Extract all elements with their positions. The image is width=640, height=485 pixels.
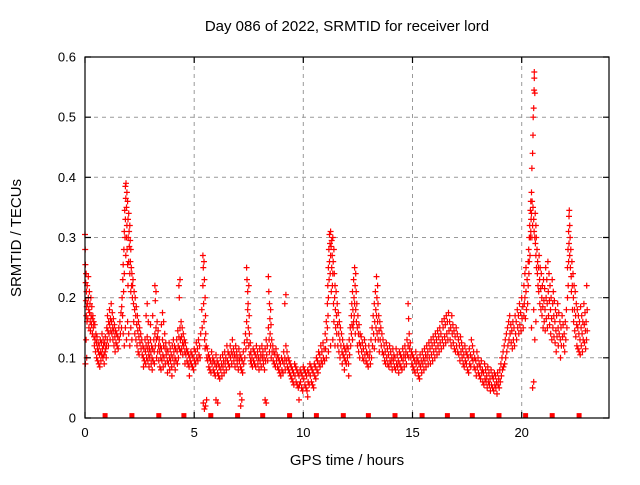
segment-marker-square (287, 413, 293, 419)
x-tick-label: 20 (514, 425, 528, 440)
segment-marker-square (576, 413, 582, 419)
segment-marker-square (444, 413, 450, 419)
x-tick-label: 0 (81, 425, 88, 440)
segment-marker-square (129, 413, 135, 419)
segment-marker-square (156, 413, 162, 419)
x-tick-label: 10 (296, 425, 310, 440)
grid-lines (86, 58, 608, 417)
y-tick-label: 0.6 (58, 50, 76, 65)
segment-marker-square (235, 413, 241, 419)
y-tick-label: 0 (69, 411, 76, 426)
segment-marker-square (260, 413, 266, 419)
y-tick-label: 0.3 (58, 230, 76, 245)
x-tick-label: 5 (191, 425, 198, 440)
data-points-path (82, 69, 591, 412)
segment-marker-square (181, 413, 187, 419)
y-tick-label: 0.4 (58, 170, 76, 185)
segment-marker-square (523, 413, 529, 419)
segment-marker-square (102, 413, 108, 419)
segment-marker-square (313, 413, 319, 419)
plot-border (84, 56, 610, 419)
y-axis-label: SRMTID / TECUs (8, 179, 25, 297)
y-tick-label: 0.5 (58, 110, 76, 125)
segment-marker-square (419, 413, 425, 419)
chart-title: Day 086 of 2022, SRMTID for receiver lor… (205, 18, 489, 35)
segment-marker-square (469, 413, 475, 419)
segment-marker-square (392, 413, 398, 419)
segment-marker-square (496, 413, 502, 419)
y-tick-label: 0.2 (58, 290, 76, 305)
segment-marker-square (549, 413, 555, 419)
axis-tick-labels: 0 5 10 15 20 0 0.1 0.2 0.3 0.4 0.5 0.6 (58, 50, 529, 441)
segment-marker-square (340, 413, 346, 419)
segment-marker-square (365, 413, 371, 419)
segment-markers (102, 413, 582, 419)
scatter-points (82, 69, 591, 412)
grid-path (86, 58, 608, 417)
segment-marker-square (208, 413, 214, 419)
x-tick-label: 15 (405, 425, 419, 440)
y-tick-label: 0.1 (58, 350, 76, 365)
x-axis-label: GPS time / hours (290, 452, 404, 469)
